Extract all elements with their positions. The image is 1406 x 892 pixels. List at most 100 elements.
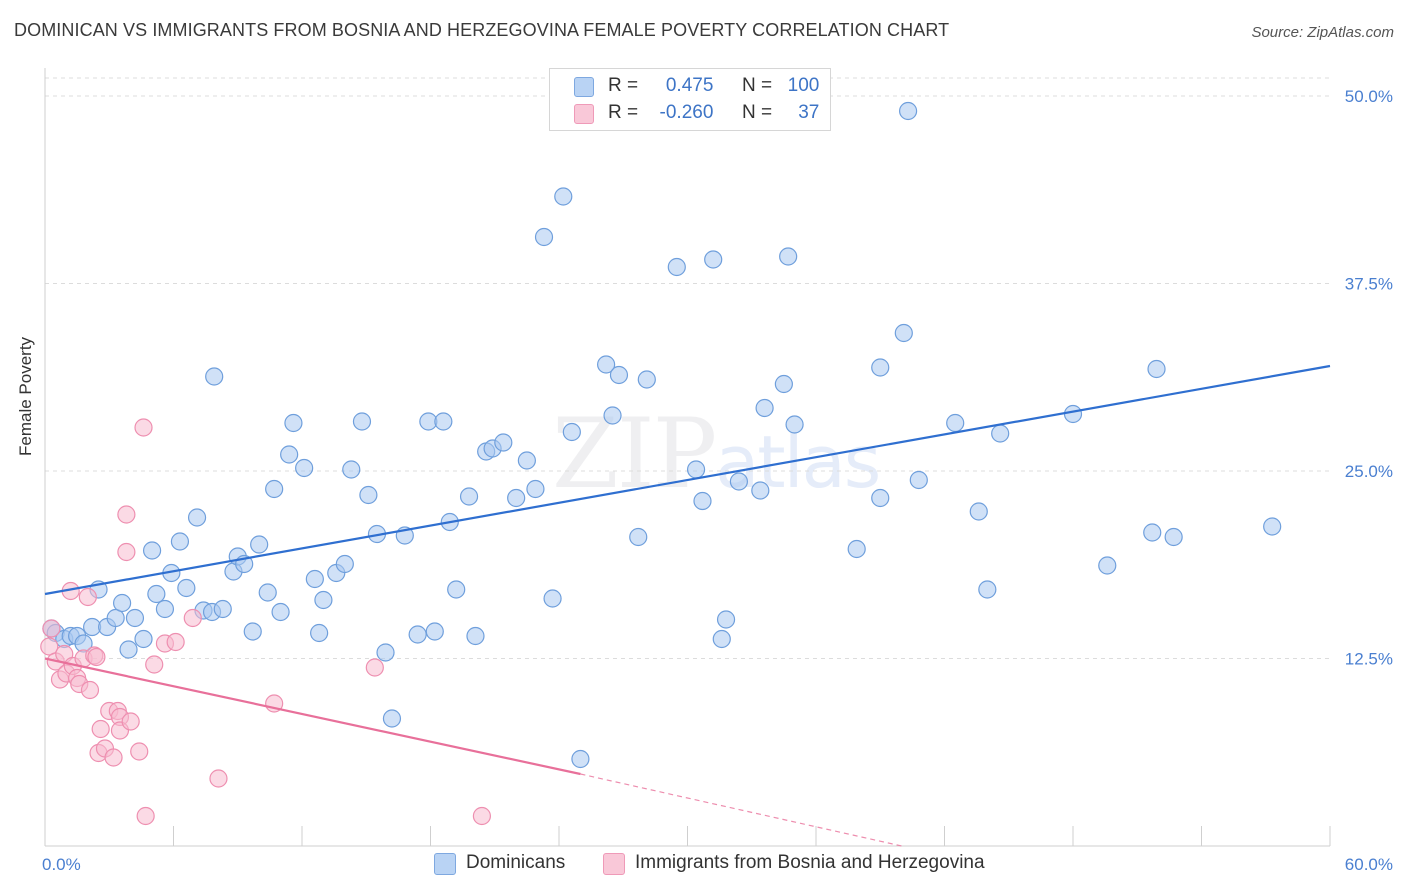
legend-swatch-bosnia: [574, 104, 594, 124]
data-point-dominicans: [352, 412, 372, 431]
data-point-bosnia: [121, 712, 140, 731]
data-point-dominicans: [310, 623, 329, 643]
legend-r-label: R =: [608, 102, 639, 123]
data-point-dominicans: [693, 491, 712, 511]
trend-line-bosnia: [44, 657, 581, 776]
data-point-dominicans: [187, 508, 207, 527]
data-point-bosnia: [104, 748, 123, 767]
data-point-bosnia: [166, 632, 185, 652]
data-point-dominicans: [125, 608, 145, 628]
data-point-dominicans: [629, 527, 648, 547]
data-point-dominicans: [909, 470, 928, 490]
data-point-dominicans: [213, 599, 232, 619]
data-point-bosnia: [183, 608, 202, 628]
watermark-zip: ZIP: [552, 398, 717, 510]
data-point-dominicans: [603, 406, 622, 425]
data-point-dominicans: [170, 532, 190, 551]
data-point-bosnia: [42, 619, 61, 638]
data-point-dominicans: [177, 578, 196, 598]
data-point-dominicans: [359, 485, 378, 505]
legend-n-label: N =: [741, 75, 773, 96]
data-point-dominicans: [265, 479, 284, 499]
watermark-atlas: atlas: [715, 420, 881, 504]
y-tick-label: 37.5%: [1345, 275, 1393, 294]
data-point-bosnia: [365, 658, 384, 677]
data-point-dominicans: [434, 412, 453, 431]
data-point-bosnia: [87, 647, 106, 667]
correlation-legend: R = 0.475 N = 100 R = -0.260 N = 37: [549, 68, 831, 131]
data-point-dominicans: [894, 323, 913, 343]
data-point-bosnia: [80, 680, 100, 700]
y-tick-label: 25.0%: [1345, 462, 1393, 481]
data-point-dominicans: [871, 358, 890, 377]
data-point-dominicans: [978, 580, 997, 599]
y-tick-label: 50.0%: [1345, 87, 1393, 106]
legend-n-value: 37: [798, 102, 820, 123]
data-point-dominicans: [119, 640, 138, 659]
data-point-dominicans: [667, 257, 686, 277]
data-point-dominicans: [571, 749, 590, 769]
data-point-dominicans: [637, 370, 656, 389]
data-point-dominicans: [494, 433, 513, 452]
data-point-dominicans: [751, 481, 770, 500]
data-point-bosnia: [117, 505, 136, 524]
data-point-dominicans: [1063, 404, 1083, 424]
data-point-dominicans: [134, 629, 153, 649]
data-point-bosnia: [134, 418, 153, 437]
data-point-dominicans: [517, 451, 536, 470]
data-point-dominicans: [147, 584, 166, 604]
data-point-dominicans: [609, 365, 629, 385]
data-point-dominicans: [779, 247, 798, 266]
data-point-dominicans: [785, 415, 804, 434]
data-point-dominicans: [314, 590, 333, 610]
data-point-dominicans: [774, 374, 793, 394]
x-tick-label: 0.0%: [42, 855, 81, 874]
data-point-dominicans: [243, 622, 262, 641]
bottom-legend-label-dominicans: Dominicans: [466, 852, 566, 873]
x-tick-label: 60.0%: [1345, 855, 1393, 874]
data-point-bosnia: [78, 587, 97, 607]
data-point-bosnia: [136, 806, 155, 826]
bottom-legend-swatch-bosnia: [603, 853, 625, 875]
data-point-bosnia: [472, 806, 491, 826]
source-label: Source: ZipAtlas.com: [1251, 24, 1394, 41]
data-point-dominicans: [898, 101, 918, 121]
legend-r-value: 0.475: [665, 75, 714, 96]
data-point-dominicans: [466, 626, 485, 646]
bottom-legend-swatch-dominicans: [434, 853, 456, 875]
data-point-dominicans: [543, 589, 562, 608]
data-point-dominicans: [271, 602, 290, 622]
watermark: ZIPatlas: [552, 398, 881, 510]
legend-n-label: N =: [741, 102, 773, 123]
data-point-dominicans: [142, 541, 162, 560]
chart-title: DOMINICAN VS IMMIGRANTS FROM BOSNIA AND …: [14, 20, 950, 40]
data-point-dominicans: [447, 580, 466, 599]
data-point-bosnia: [145, 655, 164, 674]
data-point-bosnia: [40, 637, 59, 656]
data-point-dominicans: [1147, 359, 1166, 379]
data-point-dominicans: [459, 487, 479, 506]
data-point-dominicans: [284, 413, 303, 433]
data-point-dominicans: [507, 488, 526, 508]
y-tick-label: 12.5%: [1345, 650, 1393, 669]
data-point-dominicans: [280, 445, 299, 464]
data-point-dominicans: [729, 472, 749, 491]
data-point-bosnia: [209, 769, 228, 788]
data-point-dominicans: [686, 460, 706, 479]
data-point-bosnia: [91, 719, 110, 739]
data-point-dominicans: [205, 367, 224, 386]
data-point-dominicans: [755, 398, 774, 418]
data-point-dominicans: [1164, 527, 1183, 547]
data-point-dominicans: [554, 187, 573, 206]
data-point-dominicans: [946, 413, 965, 433]
data-point-dominicans: [258, 583, 277, 602]
trend-line-dominicans: [44, 364, 1331, 596]
data-point-dominicans: [106, 608, 125, 628]
data-point-dominicans: [112, 593, 132, 613]
data-point-dominicans: [534, 227, 554, 247]
data-point-dominicans: [597, 355, 616, 374]
data-point-dominicans: [382, 709, 402, 728]
data-point-dominicans: [991, 424, 1010, 443]
data-point-dominicans: [526, 479, 545, 499]
